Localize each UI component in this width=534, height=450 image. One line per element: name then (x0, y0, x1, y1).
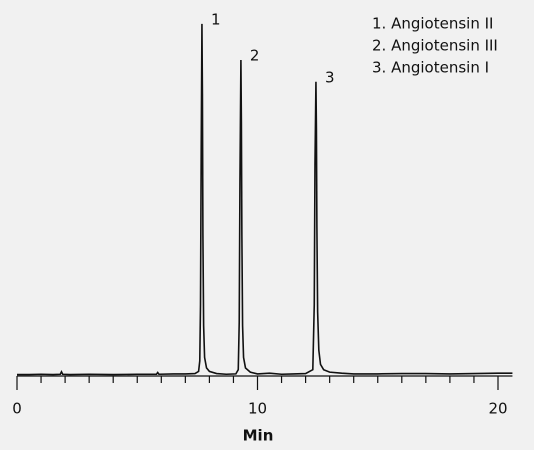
peak-label: 1 (211, 10, 221, 28)
legend-item: 2. Angiotensin III (372, 37, 498, 55)
legend-item: 3. Angiotensin I (372, 59, 489, 77)
legend-item: 1. Angiotensin II (372, 15, 493, 33)
x-tick-label: 10 (248, 400, 267, 418)
x-tick-label: 0 (12, 400, 22, 418)
peak-label: 2 (250, 46, 260, 64)
x-tick-label: 20 (488, 400, 507, 418)
peak-label: 3 (325, 68, 335, 86)
x-axis-label: Min (243, 427, 274, 445)
chromatogram-trace (17, 23, 513, 376)
